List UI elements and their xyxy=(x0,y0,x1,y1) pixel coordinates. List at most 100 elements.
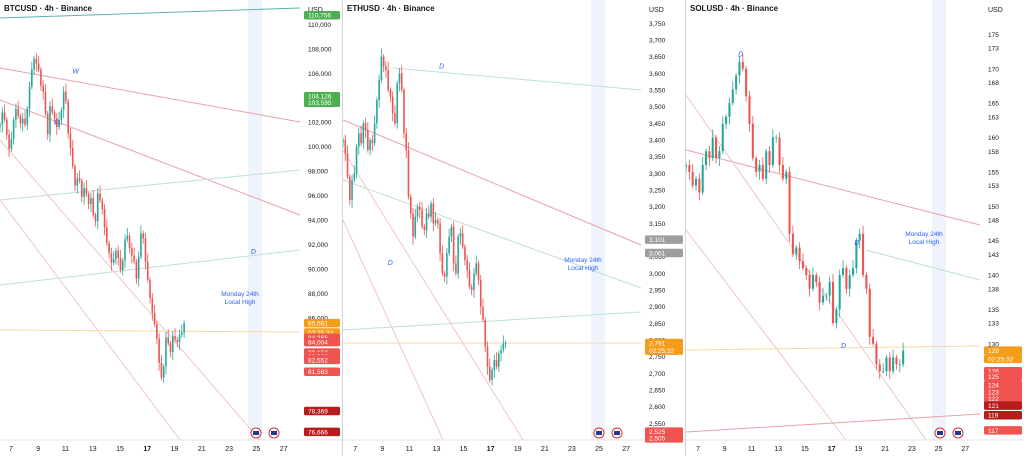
y-tick-label: 173 xyxy=(988,46,999,53)
x-tick-label: 19 xyxy=(514,446,522,453)
x-tick-label: 27 xyxy=(622,446,630,453)
candle xyxy=(798,247,801,262)
trend-line xyxy=(0,199,181,441)
candle xyxy=(821,295,825,303)
candle xyxy=(398,73,401,84)
candle xyxy=(855,240,858,269)
price-tag-label: 110,756 xyxy=(308,13,331,20)
candle xyxy=(67,101,69,134)
candle xyxy=(346,153,349,177)
candle xyxy=(15,108,17,120)
candle xyxy=(758,165,761,172)
candle xyxy=(459,233,462,237)
candle xyxy=(65,91,67,102)
candle xyxy=(486,346,489,367)
candle xyxy=(81,180,83,197)
y-tick-label: 108,000 xyxy=(308,46,332,53)
candle xyxy=(119,257,122,271)
y-tick-label: 150 xyxy=(988,204,999,211)
price-tag: 2,791 xyxy=(645,338,683,347)
x-tick-label: 19 xyxy=(854,446,862,453)
price-tag: 02:25:32 xyxy=(984,354,1022,363)
candle xyxy=(434,220,437,224)
y-tick-label: 170 xyxy=(988,66,999,73)
price-tag: 125 xyxy=(984,372,1022,381)
candle xyxy=(373,123,376,144)
price-tag: 103,595 xyxy=(304,98,340,107)
price-tag-bg xyxy=(304,367,340,377)
candle xyxy=(51,106,54,113)
candle xyxy=(376,100,378,124)
y-tick-label: 148 xyxy=(988,218,999,225)
y-tick-label: 3,350 xyxy=(649,154,666,161)
candle xyxy=(76,178,79,186)
candle xyxy=(811,275,814,289)
price-tag: 3,061 xyxy=(645,248,683,257)
x-tick-label: 15 xyxy=(460,446,468,453)
candle xyxy=(831,281,835,324)
x-tick-label: 17 xyxy=(487,446,495,453)
candle xyxy=(778,137,781,165)
y-tick-label: 163 xyxy=(988,114,999,121)
candle xyxy=(728,103,731,117)
candle xyxy=(432,203,435,224)
candle xyxy=(701,165,704,193)
candle xyxy=(135,261,138,279)
candle xyxy=(165,337,167,367)
chart-title: ETHUSD · 4h · Binance xyxy=(347,4,435,13)
x-tick-label: 9 xyxy=(380,446,384,453)
y-tick-label: 160 xyxy=(988,135,999,142)
candle xyxy=(183,323,185,333)
chart-annotation: D xyxy=(55,120,60,127)
btc-chart-panel[interactable]: USD110,000108,000106,000104,000102,00010… xyxy=(0,0,342,456)
currency-label: USD xyxy=(308,7,323,14)
candle xyxy=(686,165,688,168)
price-tag-label: 104,126 xyxy=(308,94,332,101)
candle xyxy=(355,146,358,174)
sol-chart-panel[interactable]: USD 175 173 170 168 165 163 160 158 155 153 150 148 1… xyxy=(686,0,1024,456)
trend-line xyxy=(0,67,301,123)
price-tag-label: 2,525 xyxy=(649,429,666,436)
candle xyxy=(96,193,99,222)
y-tick-label: 135 xyxy=(988,307,999,314)
candle xyxy=(26,108,29,125)
candle xyxy=(387,70,389,90)
chart-annotation: W xyxy=(72,68,80,75)
candle xyxy=(0,124,1,128)
price-tag: 104,126 xyxy=(304,91,340,101)
highlight-band xyxy=(591,0,605,440)
price-tag: 81,583 xyxy=(304,367,340,377)
chart-svg: USD 175 173 170 168 165 163 160 158 155 153 150 148 1… xyxy=(686,0,1024,456)
price-tag: 123 xyxy=(984,387,1022,396)
price-tag-label: 126 xyxy=(988,369,999,376)
y-tick-label: 130 xyxy=(988,341,999,348)
candle xyxy=(380,56,383,80)
chart-annotation: D xyxy=(841,343,846,350)
candle xyxy=(160,363,163,378)
price-tag: 117 xyxy=(984,426,1022,435)
candle xyxy=(74,166,76,186)
y-tick-label: 3,700 xyxy=(649,38,666,45)
candle xyxy=(351,180,353,200)
candle xyxy=(885,357,888,372)
candle xyxy=(755,158,758,172)
highlight-label: Monday 24th xyxy=(564,257,602,264)
price-axis xyxy=(641,0,685,456)
candle xyxy=(19,116,22,124)
candle xyxy=(358,133,360,147)
candle xyxy=(348,176,351,200)
currency-label: USD xyxy=(649,7,664,14)
y-tick-label: 100,000 xyxy=(308,144,332,151)
candle xyxy=(745,68,748,97)
candle xyxy=(688,165,691,172)
candle xyxy=(112,259,115,263)
eth-chart-panel[interactable]: USD 3,750 3,700 3,650 3,600 3,550 3,500 3,450 3,… xyxy=(343,0,685,456)
candle xyxy=(493,360,496,370)
x-tick-label: 19 xyxy=(171,446,179,453)
y-tick-label: 3,750 xyxy=(649,21,666,28)
price-tag-label: 76,666 xyxy=(308,429,328,436)
candle xyxy=(418,206,421,210)
trend-line xyxy=(0,249,301,286)
candle xyxy=(858,233,861,241)
candle xyxy=(167,337,170,344)
